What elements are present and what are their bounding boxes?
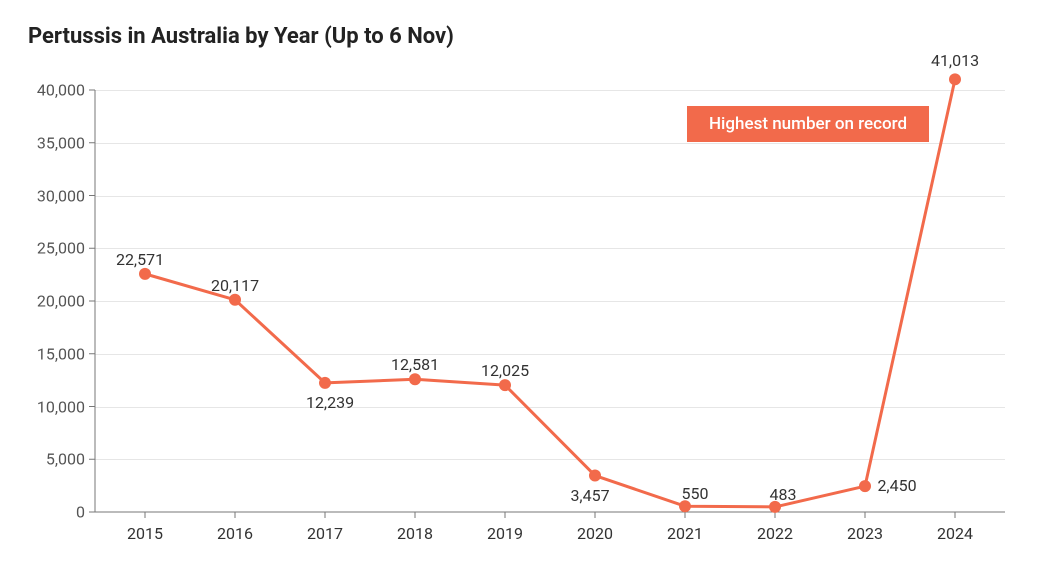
y-axis-tick-label: 35,000	[37, 133, 95, 152]
data-point	[319, 377, 331, 389]
y-axis-tick-label: 30,000	[37, 186, 95, 205]
plot-area: 05,00010,00015,00020,00025,00030,00035,0…	[95, 90, 1005, 512]
data-point	[499, 379, 511, 391]
data-point	[409, 373, 421, 385]
data-label: 22,571	[116, 250, 164, 269]
y-axis-tick-label: 15,000	[37, 344, 95, 363]
data-label: 2,450	[877, 476, 916, 495]
data-label: 41,013	[931, 51, 979, 70]
data-label: 3,457	[570, 486, 609, 505]
data-label: 12,239	[306, 393, 354, 412]
data-point	[229, 294, 241, 306]
chart-svg	[95, 90, 1005, 512]
annotation-highest-on-record: Highest number on record	[687, 106, 929, 142]
data-label: 483	[770, 485, 797, 504]
data-label: 20,117	[211, 276, 259, 295]
data-point	[589, 470, 601, 482]
data-label: 12,025	[481, 361, 529, 380]
y-axis-tick-label: 5,000	[46, 450, 95, 469]
series-line	[145, 79, 955, 507]
chart-container: Pertussis in Australia by Year (Up to 6 …	[0, 0, 1052, 576]
data-label: 12,581	[391, 355, 439, 374]
data-point	[859, 480, 871, 492]
chart-title: Pertussis in Australia by Year (Up to 6 …	[28, 24, 1024, 49]
data-point	[949, 73, 961, 85]
data-label: 550	[682, 484, 709, 503]
y-axis-tick-label: 10,000	[37, 397, 95, 416]
y-axis-tick-label: 20,000	[37, 292, 95, 311]
y-axis-tick-label: 25,000	[37, 239, 95, 258]
data-point	[139, 268, 151, 280]
y-axis-tick-label: 40,000	[37, 81, 95, 100]
